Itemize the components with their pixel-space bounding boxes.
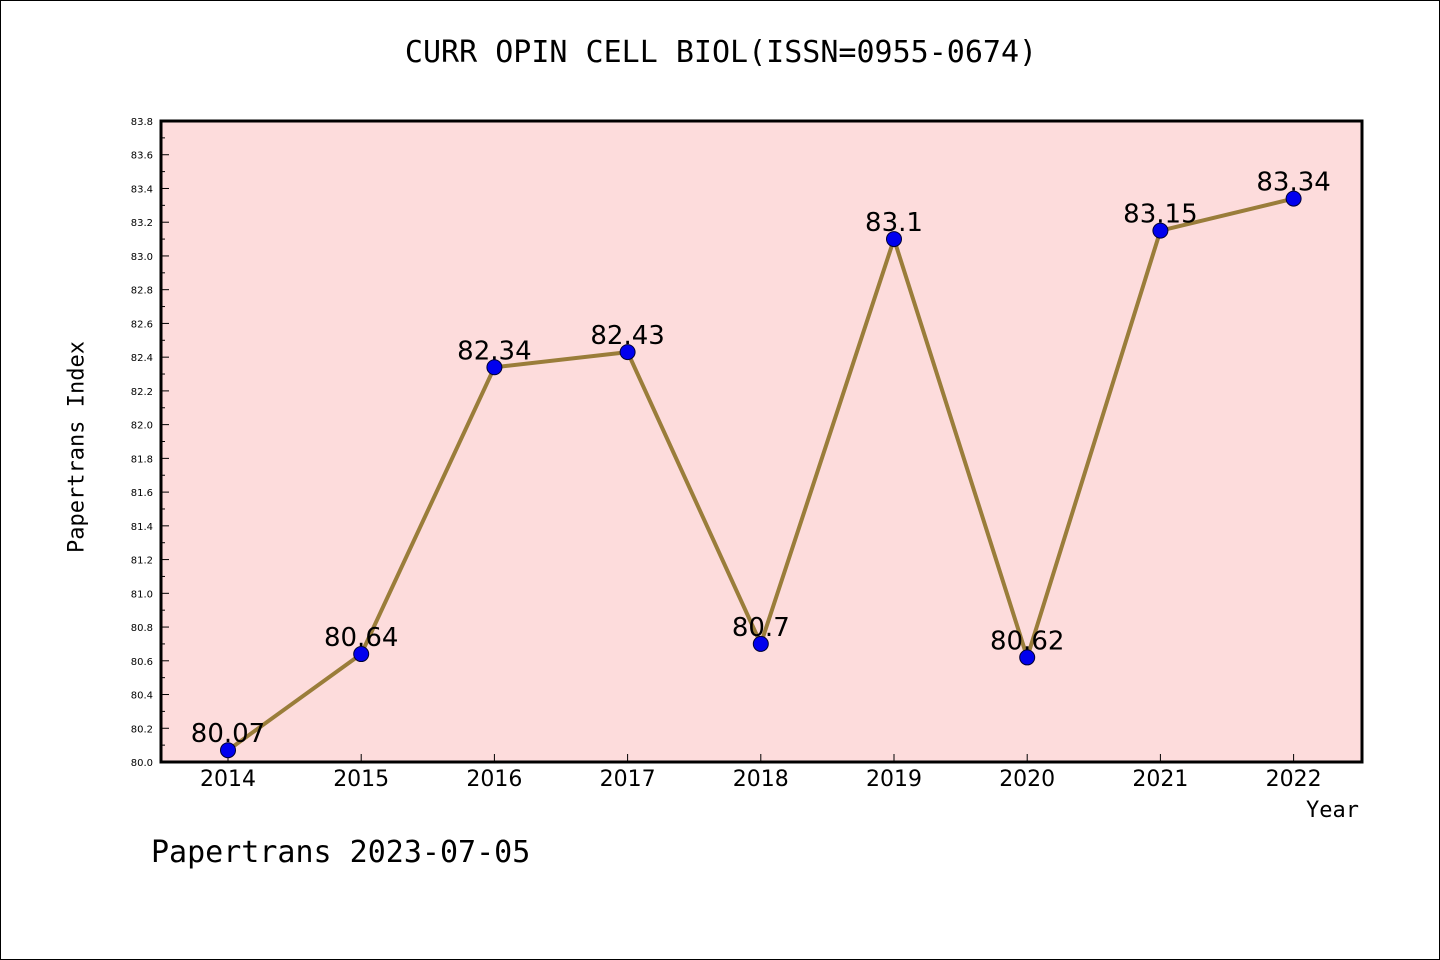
- data-point: [353, 646, 370, 663]
- x-tick-label: 2019: [866, 767, 922, 792]
- x-tick-label: 2015: [333, 767, 389, 792]
- y-tick-label: 80.6: [131, 657, 153, 668]
- y-tick-label: 81.6: [131, 488, 153, 499]
- chart-title: CURR OPIN CELL BIOL(ISSN=0955-0674): [404, 35, 1038, 70]
- x-tick-label: 2018: [733, 767, 789, 792]
- y-tick-label: 80.4: [131, 691, 153, 702]
- series-group: 80.0780.6482.3482.4380.783.180.6283.1583…: [191, 168, 1331, 759]
- y-tick-label: 82.6: [131, 319, 153, 330]
- y-tick-label: 83.2: [131, 218, 153, 229]
- y-tick-label: 81.4: [131, 522, 153, 533]
- data-point: [886, 231, 902, 248]
- y-tick-label: 83.8: [131, 117, 153, 128]
- x-tick-label: 2014: [200, 767, 256, 792]
- x-tick-label: 2021: [1132, 767, 1188, 792]
- y-axis-label: Papertrans Index: [64, 341, 90, 553]
- x-tick-label: 2017: [600, 767, 656, 792]
- x-axis: 2014 2015 2016 2017 2018 2019 2020 2021 2022: [200, 754, 1322, 792]
- x-tick-label: 2020: [999, 767, 1055, 792]
- y-tick-label: 81.8: [131, 454, 153, 465]
- x-tick-label: 2016: [466, 767, 522, 792]
- y-tick-label: 82.8: [131, 286, 153, 297]
- data-point: [220, 742, 236, 759]
- y-tick-label: 83.4: [131, 184, 153, 195]
- x-tick-label: 2022: [1266, 767, 1322, 792]
- data-point: [1285, 190, 1302, 207]
- y-tick-label: 81.2: [131, 556, 153, 567]
- y-tick-label: 83.6: [131, 151, 153, 162]
- y-tick-label: 80.8: [131, 623, 153, 634]
- data-point: [486, 359, 503, 376]
- y-tick-label: 80.2: [131, 724, 153, 735]
- data-point: [619, 344, 636, 361]
- y-tick-label: 82.0: [131, 421, 153, 432]
- y-tick-label: 82.2: [131, 387, 153, 398]
- x-axis-label: Year: [1306, 798, 1359, 823]
- data-point: [1019, 649, 1036, 666]
- footer-text: Papertrans 2023-07-05: [151, 835, 531, 870]
- y-tick-label: 81.0: [131, 589, 153, 600]
- data-point: [1152, 222, 1169, 239]
- y-tick-label: 83.0: [131, 252, 153, 263]
- y-axis: 80.0 80.2 80.4 80.6 80.8 81.0 81.2 81.4 81.6 81.8…: [131, 117, 169, 769]
- y-tick-label: 82.4: [131, 353, 153, 364]
- data-point: [752, 635, 769, 652]
- y-tick-label: 80.0: [131, 758, 153, 769]
